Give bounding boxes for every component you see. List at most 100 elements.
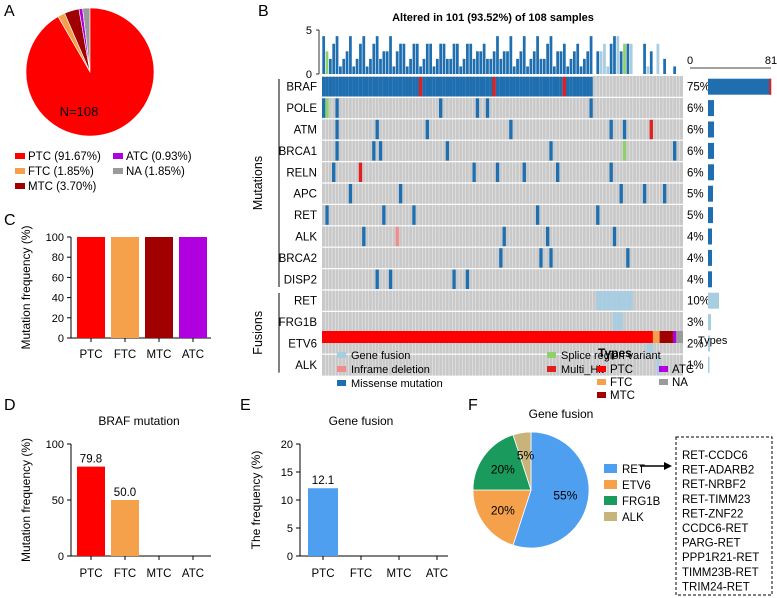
top-bar-sample-15 xyxy=(369,58,372,74)
top-bar-sample-27 xyxy=(409,58,412,74)
oncoplot-cell-missense xyxy=(455,77,460,97)
oncoplot-cell-missense xyxy=(472,162,476,182)
oncoplot-cell-gene_fusion xyxy=(606,291,610,311)
types-track-ftc xyxy=(652,331,660,343)
x-tick-label-ptc: PTC xyxy=(80,349,103,361)
oncoplot-cell-missense xyxy=(522,77,526,97)
oncoplot-row-percent: 4% xyxy=(687,232,704,244)
oncoplot-cell-gene_fusion xyxy=(596,291,600,311)
oncoplot-cell-gene_fusion xyxy=(599,291,603,311)
top-bar-sample-84 xyxy=(599,51,603,74)
oncoplot-cell-missense xyxy=(502,77,506,97)
y-tick-label: 50 xyxy=(52,495,64,507)
panel-label-c: C xyxy=(4,212,16,229)
legend-b-label-0: Gene fusion xyxy=(351,350,410,362)
legend-a-label-2: FTC (1.85%) xyxy=(28,166,94,178)
top-bar-sample-66 xyxy=(539,58,543,74)
types-legend-swatch-1 xyxy=(659,366,668,372)
top-bar-sample-31 xyxy=(422,58,426,74)
legend-a-swatch-0 xyxy=(15,153,25,159)
oncoplot-cell-missense xyxy=(438,98,443,118)
right-bar-1 xyxy=(708,100,714,117)
oncoplot-cell-missense xyxy=(485,98,490,118)
types-legend-swatch-4 xyxy=(597,392,606,398)
legend-f-label-2: FRG1B xyxy=(622,496,661,508)
legend-f-label-3: ALK xyxy=(622,512,644,524)
top-bar-sample-25 xyxy=(402,43,406,74)
right-axis-tick-label: 81 xyxy=(765,55,777,67)
top-bar-sample-39 xyxy=(449,58,453,74)
top-bar-sample-90 xyxy=(619,51,623,74)
legend-f-swatch-0 xyxy=(604,464,617,473)
panel-label-d: D xyxy=(4,397,16,414)
oncoplot-cell-missense xyxy=(576,77,580,97)
top-bar-sample-28 xyxy=(412,43,416,74)
y-axis-title: Mutation frequency (%) xyxy=(19,438,33,562)
legend-a-label-4: MTC (3.70%) xyxy=(28,181,97,193)
oncoplot-cell-missense xyxy=(475,98,480,118)
oncoplot-cell-missense xyxy=(542,77,547,97)
oncoplot-cell-missense xyxy=(549,248,553,268)
bar-value-label-ptc: 79.8 xyxy=(80,454,102,466)
top-bar-sample-83 xyxy=(596,51,600,74)
types-legend-label-3: NA xyxy=(672,377,688,389)
top-bar-sample-1 xyxy=(322,36,326,74)
oncoplot-cell-missense xyxy=(438,77,443,97)
top-bar-sample-77 xyxy=(576,43,580,74)
oncoplot-cell-missense xyxy=(586,77,590,97)
oncoplot-cell-missense xyxy=(325,77,329,97)
top-bar-sample-80 xyxy=(586,51,590,74)
top-bar-sample-34 xyxy=(432,66,436,74)
top-bar-sample-8 xyxy=(345,51,349,74)
oncoplot-cell-missense xyxy=(382,77,386,97)
top-bar-sample-16 xyxy=(372,43,376,74)
types-track-na xyxy=(676,331,683,343)
oncoplot-cell-missense xyxy=(335,141,339,161)
oncoplot-cell-missense xyxy=(485,77,490,97)
panel-label-e: E xyxy=(240,397,251,414)
oncoplot-cell-gene_fusion xyxy=(626,291,630,311)
pie-f-slice-etv6 xyxy=(472,489,532,546)
legend-f-swatch-1 xyxy=(604,480,617,489)
x-tick-label-ptc: PTC xyxy=(312,568,335,580)
panel-d-bar-chart: 0 50 100 Mutation frequency (%) 79.8 PTC 50.0 F… xyxy=(19,438,211,580)
legend-a-label-0: PTC (91.67%) xyxy=(28,151,101,163)
top-bar-sample-73 xyxy=(562,43,566,74)
oncoplot-row-label: ALK xyxy=(295,360,317,372)
oncoplot-cell-missense xyxy=(469,77,473,97)
top-bar-sample-32 xyxy=(425,43,429,74)
oncoplot-cell-missense xyxy=(465,77,470,97)
types-legend-label-2: FTC xyxy=(610,377,632,389)
top-bar-sample-36 xyxy=(439,43,443,74)
oncoplot-cell-missense xyxy=(596,205,600,225)
oncoplot-row-label: ALK xyxy=(295,232,317,244)
oncoplot-row-label: RET xyxy=(294,210,317,222)
pie-f-slice-frg1b xyxy=(472,434,532,491)
oncoplot-cell-gene_fusion xyxy=(616,291,620,311)
x-tick-label-mtc: MTC xyxy=(147,568,172,580)
oncoplot-cell-missense xyxy=(342,77,346,97)
oncoplot-cell-missense xyxy=(472,77,476,97)
top-bar-sample-26 xyxy=(405,66,409,74)
top-bar-sample-38 xyxy=(445,58,449,74)
oncoplot-cell-gene_fusion xyxy=(619,312,623,332)
panel-e-bar-chart: 0 5 10 15 20 The frequency (%) 12.1 PTC FTC MTC AT… xyxy=(249,439,448,580)
oncoplot-cell-gene_fusion xyxy=(622,291,627,311)
oncoplot-cell-splice xyxy=(325,98,329,118)
oncoplot-cell-missense xyxy=(499,77,503,97)
x-tick-label-atc: ATC xyxy=(426,568,448,580)
bar-value-label-ptc: 12.1 xyxy=(312,475,334,487)
oncoplot-cell-missense xyxy=(358,77,363,97)
oncoplot-cell-missense xyxy=(328,77,333,97)
oncoplot-row-label: BRAF xyxy=(286,82,317,94)
oncoplot-cell-missense xyxy=(398,184,403,204)
top-bar-sample-30 xyxy=(419,66,422,74)
top-bar-sample-56 xyxy=(506,51,509,74)
oncoplot-cell-missense xyxy=(479,77,483,97)
ret-partner-8: TIMM23B-RET xyxy=(682,567,759,579)
oncoplot-cell-missense xyxy=(378,77,383,97)
oncoplot-cell-gene_fusion xyxy=(602,291,607,311)
top-bar-sample-45 xyxy=(469,43,473,74)
oncoplot-row-percent: 6% xyxy=(687,167,704,179)
